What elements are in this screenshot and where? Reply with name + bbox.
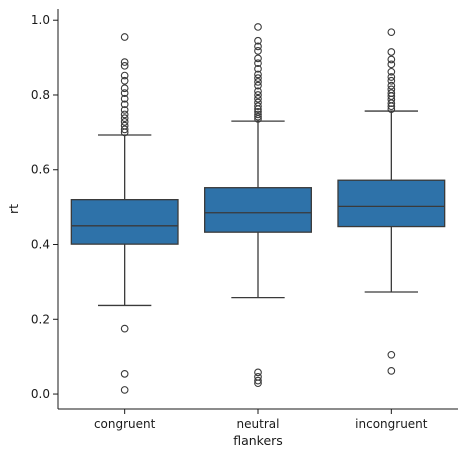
outlier-point (120, 106, 129, 114)
x-axis-label: flankers (233, 433, 283, 448)
iqr-box (204, 187, 312, 233)
outlier-point (387, 367, 396, 375)
box-neutral (204, 23, 312, 388)
y-tick-label: 0.2 (31, 312, 50, 326)
y-tick-label: 0.6 (31, 163, 50, 177)
outlier-point (254, 112, 262, 121)
outlier-point (254, 23, 262, 31)
outlier-point (120, 100, 129, 109)
outlier-point (254, 47, 262, 55)
outlier-point (120, 61, 129, 70)
y-tick-label: 0.8 (31, 88, 50, 102)
outlier-point (120, 89, 129, 97)
outlier-point (387, 105, 396, 114)
x-tick-label: incongruent (355, 417, 428, 431)
y-axis-label: rt (6, 204, 21, 214)
outlier-point (120, 71, 129, 80)
outlier-point (254, 102, 262, 111)
x-tick-label: congruent (94, 417, 156, 431)
outlier-point (387, 73, 396, 81)
outlier-point (254, 115, 262, 123)
outlier-point (254, 70, 262, 79)
outlier-point (120, 128, 129, 137)
outlier-point (387, 48, 396, 56)
iqr-box (337, 179, 446, 228)
outlier-point (254, 36, 262, 45)
outlier-point (254, 81, 262, 90)
outlier-point (387, 28, 396, 37)
outlier-point (387, 67, 396, 76)
outlier-point (387, 350, 396, 359)
boxes-layer (70, 23, 446, 394)
outlier-point (120, 370, 129, 378)
outlier-point (254, 368, 262, 377)
outlier-point (254, 59, 262, 68)
outlier-point (120, 386, 129, 394)
outlier-point (254, 379, 262, 388)
box-congruent (70, 33, 179, 394)
outlier-point (120, 94, 129, 103)
outlier-point (254, 54, 262, 63)
outlier-point (254, 78, 262, 86)
outlier-point (254, 110, 262, 119)
outlier-point (254, 105, 262, 114)
iqr-box (70, 199, 179, 245)
y-tick-label: 0.4 (31, 238, 50, 252)
outlier-point (120, 76, 129, 85)
y-tick-label: 1.0 (31, 13, 50, 27)
outlier-point (120, 58, 129, 66)
outlier-point (254, 42, 262, 51)
outlier-point (120, 324, 129, 333)
outlier-point (120, 84, 129, 93)
outlier-point (120, 118, 129, 126)
outlier-point (387, 76, 396, 85)
outlier-point (387, 81, 396, 90)
y-ticks: 0.0 0.2 0.4 0.6 0.8 1.0 (31, 13, 58, 401)
x-tick-label: neutral (237, 417, 280, 431)
outlier-point (254, 91, 262, 99)
outlier-point (387, 102, 396, 111)
y-tick-label: 0.0 (31, 387, 50, 401)
outlier-point (387, 55, 396, 64)
outlier-point (120, 125, 129, 134)
outlier-point (387, 99, 396, 108)
outlier-point (387, 60, 396, 69)
outlier-point (254, 74, 262, 83)
box-incongruent (337, 28, 446, 375)
x-ticks: congruent neutral incongruent (94, 409, 428, 431)
outlier-point (254, 94, 262, 103)
outlier-point (120, 110, 129, 119)
outlier-point (120, 33, 129, 41)
outlier-point (254, 376, 262, 385)
outlier-point (120, 114, 129, 123)
outlier-point (254, 87, 262, 96)
outlier-point (254, 64, 262, 73)
